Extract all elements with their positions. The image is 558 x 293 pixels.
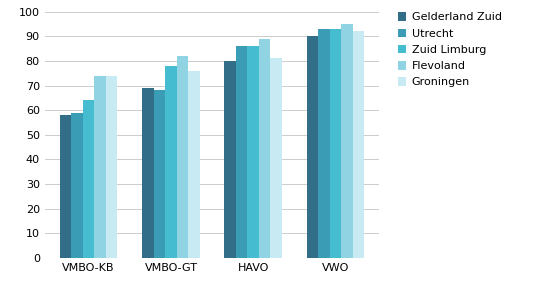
Bar	[236, 46, 247, 258]
Bar	[153, 91, 165, 258]
Bar	[60, 115, 71, 258]
Bar	[330, 29, 341, 258]
Legend: Gelderland Zuid, Utrecht, Zuid Limburg, Flevoland, Groningen: Gelderland Zuid, Utrecht, Zuid Limburg, …	[398, 12, 502, 87]
Bar	[247, 46, 259, 258]
Bar	[307, 36, 318, 258]
Bar	[177, 56, 188, 258]
Bar	[94, 76, 106, 258]
Bar	[83, 100, 94, 258]
Bar	[71, 113, 83, 258]
Bar	[142, 88, 153, 258]
Bar	[341, 24, 353, 258]
Bar	[318, 29, 330, 258]
Bar	[271, 59, 282, 258]
Bar	[353, 31, 364, 258]
Bar	[224, 61, 236, 258]
Bar	[188, 71, 200, 258]
Bar	[165, 66, 177, 258]
Bar	[106, 76, 117, 258]
Bar	[259, 39, 271, 258]
